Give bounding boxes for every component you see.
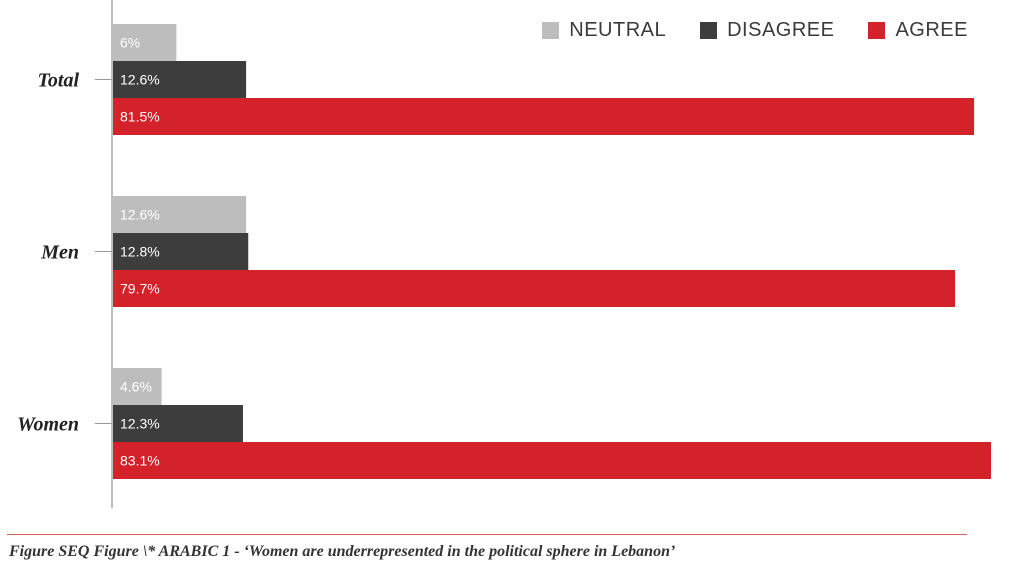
category-label-women: Women bbox=[17, 414, 79, 436]
legend-label-agree: AGREE bbox=[895, 19, 968, 41]
data-label-disagree-men: 12.8% bbox=[120, 244, 160, 260]
data-label-agree-total: 81.5% bbox=[120, 109, 160, 125]
bar-neutral-women bbox=[113, 368, 162, 405]
category-label-men: Men bbox=[40, 242, 79, 264]
data-label-disagree-women: 12.3% bbox=[120, 416, 160, 432]
data-label-agree-men: 79.7% bbox=[120, 281, 160, 297]
legend-swatch-disagree bbox=[700, 22, 718, 39]
data-label-neutral-men: 12.6% bbox=[120, 207, 160, 223]
legend-label-neutral: NEUTRAL bbox=[569, 19, 667, 41]
legend-swatch-neutral bbox=[542, 22, 560, 39]
bar-disagree-women bbox=[113, 405, 243, 442]
data-label-disagree-total: 12.6% bbox=[120, 72, 160, 88]
data-label-neutral-total: 6% bbox=[120, 35, 140, 51]
legend-item-disagree: DISAGREE bbox=[700, 19, 834, 42]
legend-label-disagree: DISAGREE bbox=[727, 19, 835, 41]
bar-neutral-men bbox=[113, 196, 247, 233]
data-label-neutral-women: 4.6% bbox=[120, 379, 152, 395]
bar-disagree-men bbox=[113, 233, 249, 270]
category-label-total: Total bbox=[38, 70, 80, 92]
legend-item-agree: AGREE bbox=[868, 19, 968, 42]
bar-agree-men bbox=[113, 270, 956, 307]
chart-legend: NEUTRAL DISAGREE AGREE bbox=[542, 19, 968, 42]
legend-item-neutral: NEUTRAL bbox=[542, 19, 666, 42]
bar-agree-women bbox=[113, 442, 991, 479]
caption-divider bbox=[7, 534, 967, 535]
bar-disagree-total bbox=[113, 61, 247, 98]
bar-agree-total bbox=[113, 98, 975, 135]
figure-caption: Figure SEQ Figure \* ARABIC 1 - ‘Women a… bbox=[9, 543, 676, 560]
legend-swatch-agree bbox=[868, 22, 886, 39]
bar-neutral-total bbox=[113, 24, 177, 61]
data-label-agree-women: 83.1% bbox=[120, 453, 160, 469]
